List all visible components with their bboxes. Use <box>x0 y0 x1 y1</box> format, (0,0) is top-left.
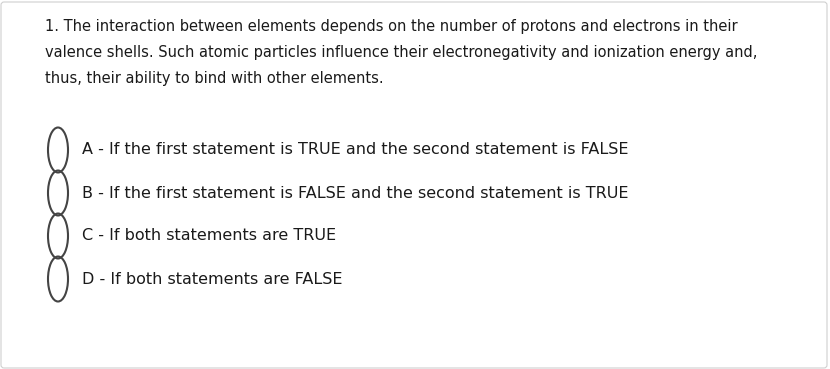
Text: thus, their ability to bind with other elements.: thus, their ability to bind with other e… <box>45 71 383 86</box>
Text: C - If both statements are TRUE: C - If both statements are TRUE <box>82 228 336 244</box>
Text: B - If the first statement is FALSE and the second statement is TRUE: B - If the first statement is FALSE and … <box>82 186 628 200</box>
Text: D - If both statements are FALSE: D - If both statements are FALSE <box>82 272 343 286</box>
Text: 1. The interaction between elements depends on the number of protons and electro: 1. The interaction between elements depe… <box>45 19 738 34</box>
Text: valence shells. Such atomic particles influence their electronegativity and ioni: valence shells. Such atomic particles in… <box>45 45 757 60</box>
Text: A - If the first statement is TRUE and the second statement is FALSE: A - If the first statement is TRUE and t… <box>82 142 628 158</box>
